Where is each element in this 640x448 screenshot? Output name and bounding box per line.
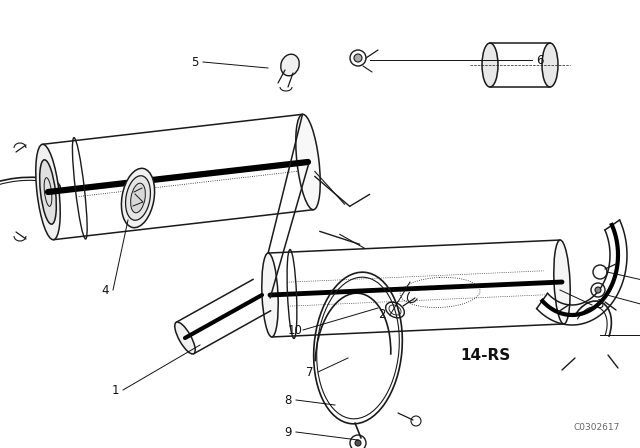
Text: 2: 2: [378, 309, 386, 322]
Ellipse shape: [122, 168, 155, 228]
Ellipse shape: [542, 43, 558, 87]
Circle shape: [355, 440, 361, 446]
Text: 5: 5: [191, 56, 198, 69]
Text: 14-RS: 14-RS: [460, 348, 510, 362]
Ellipse shape: [262, 253, 278, 337]
Text: 3: 3: [596, 298, 604, 311]
Text: 9: 9: [284, 426, 292, 439]
Text: C0302617: C0302617: [573, 423, 620, 432]
Ellipse shape: [175, 322, 195, 354]
Ellipse shape: [131, 183, 145, 213]
Circle shape: [354, 54, 362, 62]
Text: 10: 10: [287, 323, 303, 336]
Ellipse shape: [40, 160, 56, 224]
Text: 4: 4: [101, 284, 109, 297]
Circle shape: [595, 287, 601, 293]
Ellipse shape: [482, 43, 498, 87]
Ellipse shape: [281, 54, 300, 76]
Ellipse shape: [125, 176, 150, 220]
Text: 7: 7: [307, 366, 314, 379]
Text: 6: 6: [536, 53, 544, 66]
Ellipse shape: [554, 240, 570, 324]
Ellipse shape: [36, 144, 60, 240]
Text: 8: 8: [284, 393, 292, 406]
Text: 1: 1: [111, 383, 119, 396]
Ellipse shape: [296, 114, 320, 210]
